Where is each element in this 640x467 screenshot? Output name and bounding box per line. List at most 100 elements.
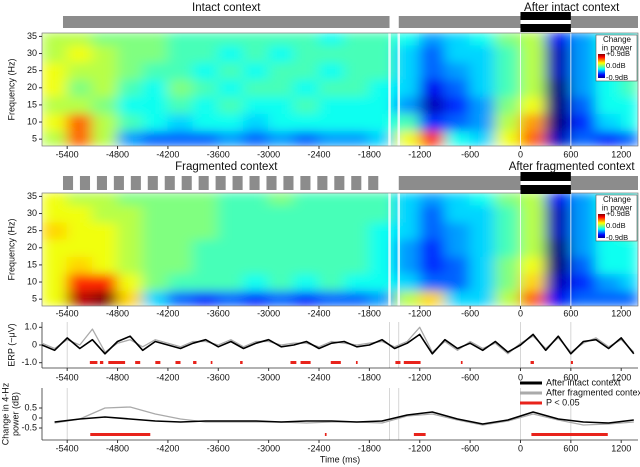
heatmap-cell <box>368 95 396 114</box>
x-tick-label: 1200 <box>611 443 631 453</box>
heatmap-cell <box>368 238 396 257</box>
heatmap-cell <box>469 238 496 257</box>
y-tick-label: 25 <box>27 225 37 235</box>
x-tick-label: -3600 <box>207 308 230 318</box>
heatmap-cell <box>318 130 345 146</box>
stimulus-block <box>96 176 107 190</box>
x-tick-label: -600 <box>461 149 479 159</box>
heatmap-cell <box>419 255 446 274</box>
heatmap-cell <box>570 130 597 146</box>
heatmap-cell <box>368 272 396 292</box>
y-tick-label: 10 <box>27 116 37 126</box>
heatmap-cell <box>268 78 295 97</box>
heatmap-cell <box>419 33 446 46</box>
heatmap-cell <box>91 78 119 97</box>
x-tick-label: -4200 <box>156 308 179 318</box>
heatmap-cell <box>117 130 144 146</box>
stimulus-stripe <box>520 20 571 24</box>
heatmap-cell <box>242 78 270 97</box>
heatmap-cell <box>419 130 446 146</box>
heatmap-cell <box>444 238 471 257</box>
heatmap-cell <box>444 130 471 146</box>
stimulus-block <box>79 176 91 190</box>
colorbar-label: -0.9dB <box>606 73 628 82</box>
heatmap-cell <box>444 221 471 240</box>
significance-bar <box>413 433 426 436</box>
heatmap-cell <box>293 290 320 306</box>
x-tick-label: -1200 <box>408 443 431 453</box>
heatmap-cell <box>595 130 622 146</box>
heatmap-cell <box>494 33 521 46</box>
heatmap-cell <box>66 112 93 132</box>
heatmap-cell <box>142 238 169 257</box>
y-tick-label: 20 <box>27 82 37 92</box>
heatmap-cell <box>91 95 119 114</box>
x-tick-label: -1800 <box>358 372 381 382</box>
x-tick-label: 600 <box>563 308 578 318</box>
heatmap-cell <box>494 130 521 146</box>
heatmap-cell <box>117 61 144 80</box>
heatmap-cell <box>545 238 572 257</box>
y-tick-label: 25 <box>27 65 37 75</box>
heatmap-cell <box>167 130 194 146</box>
heatmap-cell <box>242 44 270 63</box>
heatmap-cell <box>394 78 421 97</box>
heatmap-cell <box>192 44 219 63</box>
context-bar <box>398 176 638 190</box>
y-tick-label: 35 <box>27 191 37 201</box>
heatmap-cell <box>293 78 320 97</box>
heatmap-cell <box>368 221 396 240</box>
heatmap-cell <box>217 290 244 306</box>
heatmap-cell <box>167 112 194 132</box>
x-tick-label: -4200 <box>156 149 179 159</box>
heatmap-cell <box>394 290 421 306</box>
y-tick-label: -1.0 <box>21 357 37 367</box>
heatmap-cell <box>595 78 622 97</box>
heatmap-cell <box>444 44 471 63</box>
x-tick-label: 600 <box>563 149 578 159</box>
heatmap-cell <box>42 61 68 80</box>
heatmap-cell <box>519 221 547 240</box>
heatmap-cell <box>117 272 144 292</box>
heatmap-cell <box>117 33 144 46</box>
heatmap-cell <box>66 204 93 223</box>
heatmap-cell <box>293 204 320 223</box>
heatmap-cell <box>368 44 396 63</box>
context-label: After intact context <box>524 2 620 14</box>
heatmap-cell <box>545 61 572 80</box>
heatmap-cell <box>545 272 572 292</box>
heatmap-cell <box>318 238 345 257</box>
heatmap-cell <box>469 204 496 223</box>
heatmap-cell <box>519 130 547 146</box>
heatmap-cell <box>318 204 345 223</box>
x-tick-label: -1200 <box>408 372 431 382</box>
heatmap-cell <box>91 44 119 63</box>
y-tick-label: 30 <box>27 48 37 58</box>
stimulus-block <box>283 176 294 190</box>
heatmap-cell <box>142 255 169 274</box>
stimulus-block <box>147 176 158 190</box>
heatmap-cell <box>469 255 496 274</box>
heatmap-cell <box>117 290 144 306</box>
heatmap-cells <box>42 33 638 146</box>
heatmap-cell <box>419 238 446 257</box>
heatmap-cell <box>192 33 219 46</box>
x-tick-label: -600 <box>461 372 479 382</box>
heatmap-cell <box>268 272 295 292</box>
heatmap-cell <box>368 193 396 206</box>
heatmap-cell <box>570 290 597 306</box>
heatmap-cell <box>142 44 169 63</box>
heatmap-cell <box>343 130 370 146</box>
heatmap-cell <box>368 290 396 306</box>
heatmap-cell <box>343 238 370 257</box>
heatmap-cell <box>343 33 370 46</box>
stimulus-block <box>215 176 226 190</box>
x-tick-label: -2400 <box>307 443 330 453</box>
x-tick-label: 1200 <box>611 372 631 382</box>
heatmap-cell <box>91 255 119 274</box>
heatmap-cell <box>192 204 219 223</box>
heatmap-cell <box>519 61 547 80</box>
heatmap-cell <box>268 112 295 132</box>
heatmap-cell <box>91 193 119 206</box>
x-tick-label: -4800 <box>106 149 129 159</box>
